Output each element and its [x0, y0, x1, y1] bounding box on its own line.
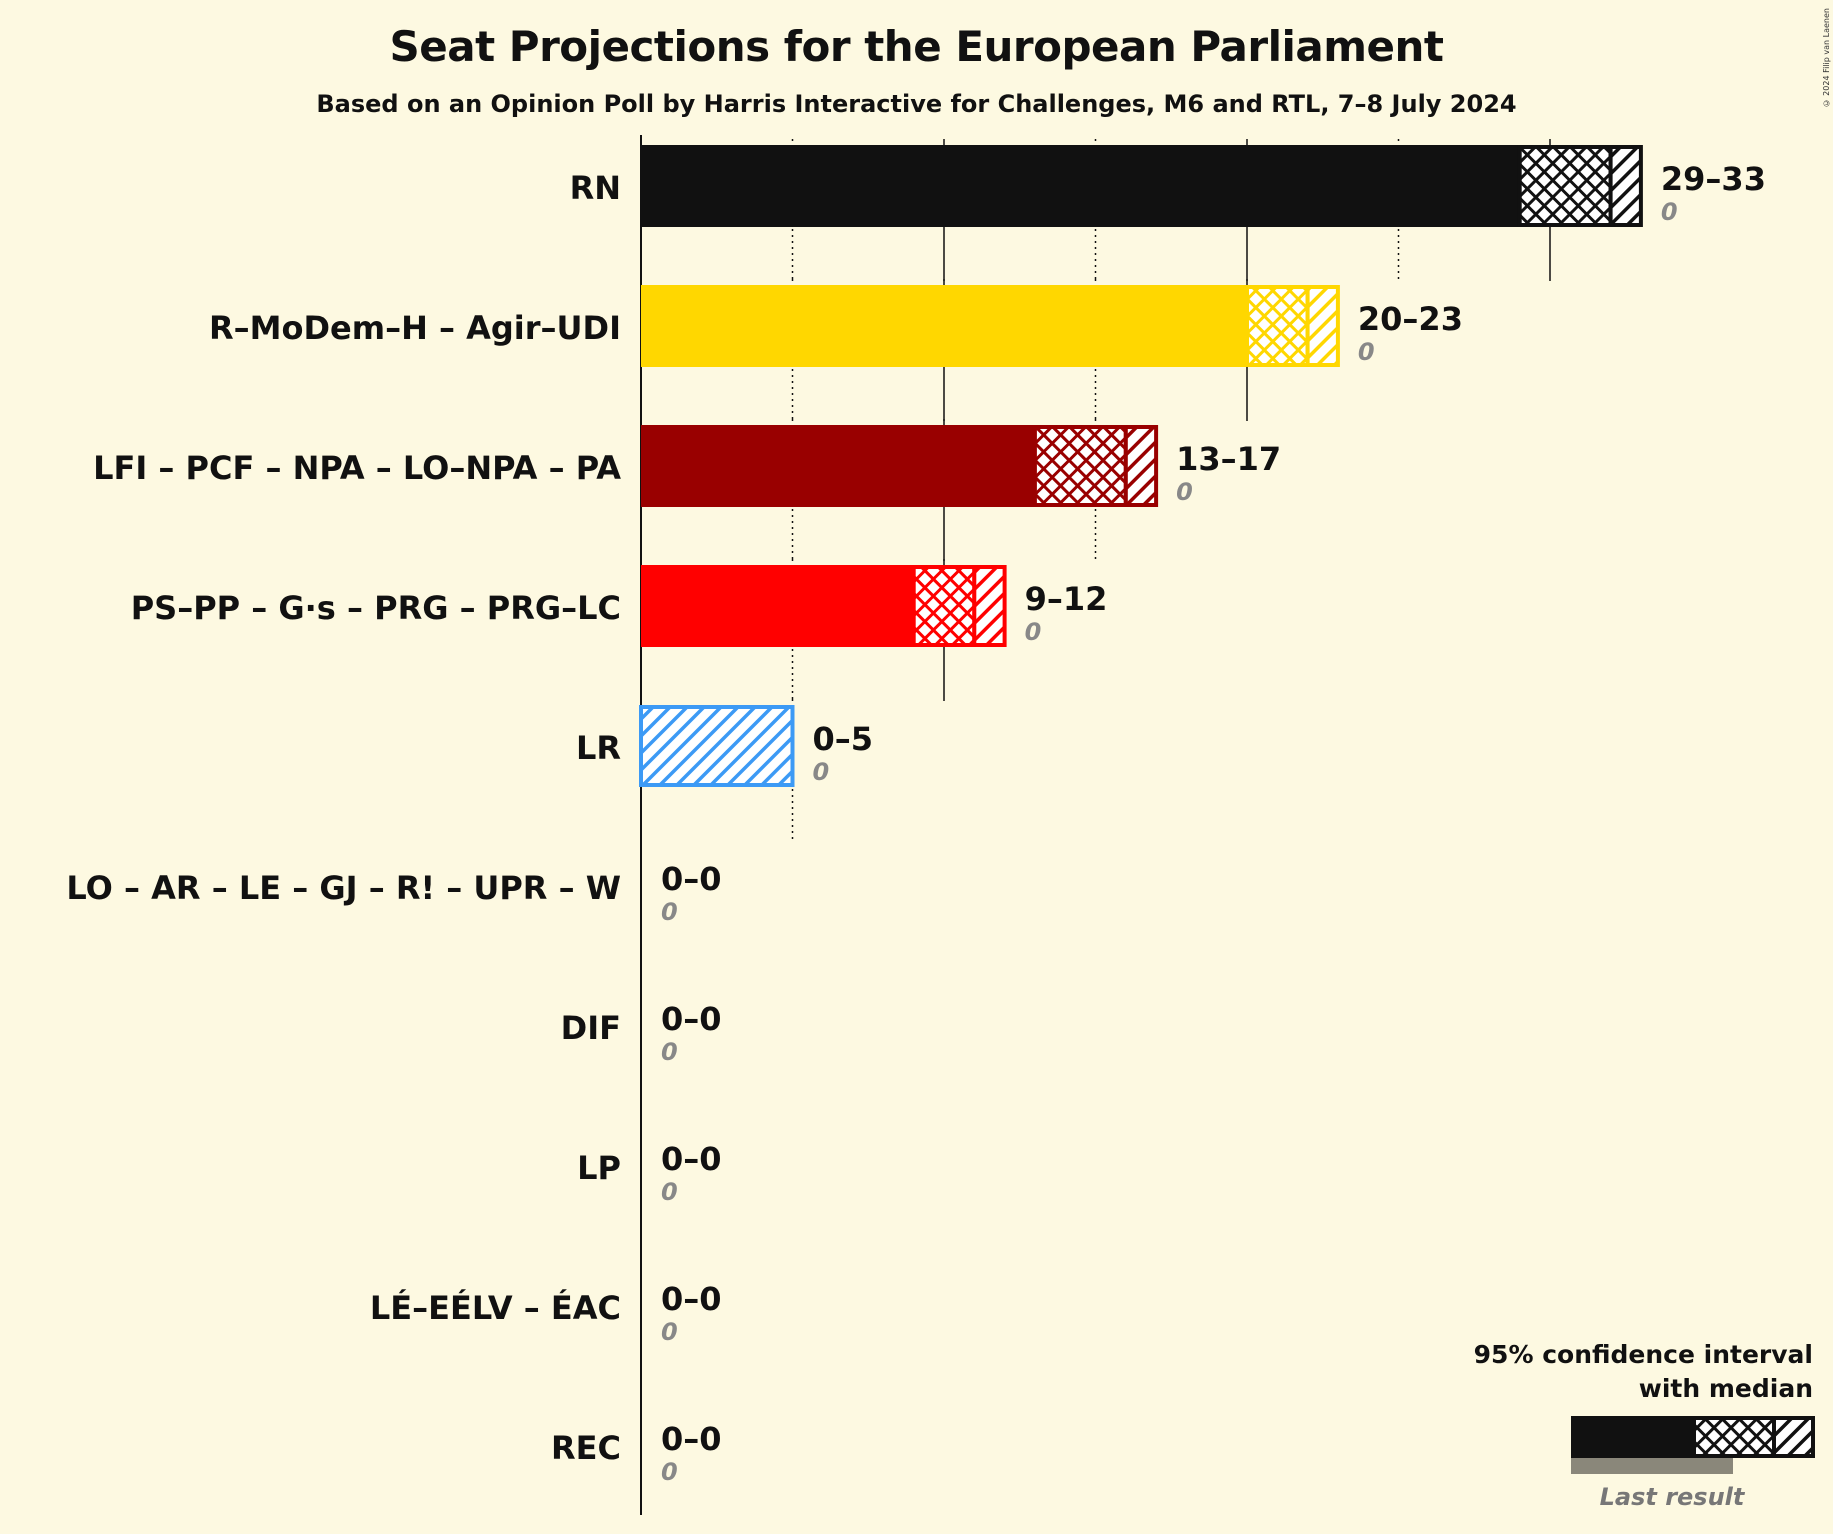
- chart-subtitle: Based on an Opinion Poll by Harris Inter…: [316, 90, 1517, 118]
- last-result-label: 0: [661, 1318, 678, 1346]
- bar-solid: [641, 285, 1247, 367]
- bars-layer: [639, 145, 1643, 787]
- category-label: LP: [577, 1149, 621, 1187]
- legend-swatch-solid: [1571, 1416, 1694, 1458]
- category-label: LFI – PCF – NPA – LO–NPA – PA: [93, 449, 621, 487]
- category-label: PS–PP – G·s – PRG – PRG–LC: [131, 589, 621, 627]
- range-label: 9–12: [1025, 580, 1108, 618]
- bar-solid: [641, 425, 1035, 507]
- range-label: 0–0: [661, 1140, 722, 1178]
- bar-solid: [641, 145, 1520, 227]
- legend-title-line1: 95% confidence interval: [1474, 1340, 1813, 1369]
- category-label: R–MoDem–H – Agir–UDI: [209, 309, 621, 347]
- bar-group: [639, 705, 795, 787]
- range-label: 29–33: [1661, 160, 1766, 198]
- bar-ci-upper: [972, 565, 1007, 647]
- bar-ci-lower: [1517, 145, 1613, 227]
- category-label: LÉ–EÉLV – ÉAC: [370, 1289, 621, 1327]
- last-result-label: 0: [813, 758, 830, 786]
- range-label: 0–0: [661, 1000, 722, 1038]
- range-label: 13–17: [1176, 440, 1281, 478]
- last-result-label: 0: [1358, 338, 1375, 366]
- last-result-label: 0: [1025, 618, 1042, 646]
- category-label: DIF: [561, 1009, 621, 1047]
- bar-ci-upper: [1123, 425, 1159, 507]
- legend: 95% confidence interval with median Last…: [1474, 1340, 1815, 1511]
- bar-solid: [641, 565, 914, 647]
- legend-last-result-label: Last result: [1600, 1483, 1746, 1511]
- last-result-label: 0: [661, 1458, 678, 1486]
- category-label: REC: [551, 1429, 621, 1467]
- range-label: 0–0: [661, 1420, 722, 1458]
- last-result-label: 0: [1176, 478, 1193, 506]
- range-label: 0–5: [813, 720, 874, 758]
- last-result-label: 0: [661, 1178, 678, 1206]
- legend-swatch-last-result: [1571, 1458, 1733, 1474]
- category-label: RN: [570, 169, 621, 207]
- last-result-label: 0: [661, 898, 678, 926]
- bar-ci-lower: [1032, 425, 1128, 507]
- bar-ci-upper: [1608, 145, 1643, 227]
- legend-swatch-ci-upper: [1772, 1416, 1815, 1458]
- category-label: LR: [576, 729, 621, 767]
- bar-group: [641, 285, 1340, 367]
- category-label: LO – AR – LE – GJ – R! – UPR – W: [66, 869, 621, 907]
- last-result-label: 0: [661, 1038, 678, 1066]
- bar-ci-lower: [911, 565, 977, 647]
- legend-title-line2: with median: [1639, 1374, 1813, 1403]
- range-label: 0–0: [661, 860, 722, 898]
- legend-swatch-ci-lower: [1692, 1416, 1776, 1458]
- chart-title: Seat Projections for the European Parlia…: [389, 22, 1444, 71]
- bar-ci-upper: [639, 705, 795, 787]
- last-result-label: 0: [1661, 198, 1678, 226]
- bar-ci-upper: [1305, 285, 1340, 367]
- bar-group: [641, 425, 1159, 507]
- range-label: 0–0: [661, 1280, 722, 1318]
- bar-group: [641, 565, 1007, 647]
- bar-group: [641, 145, 1643, 227]
- bar-ci-lower: [1245, 285, 1310, 367]
- range-label: 20–23: [1358, 300, 1463, 338]
